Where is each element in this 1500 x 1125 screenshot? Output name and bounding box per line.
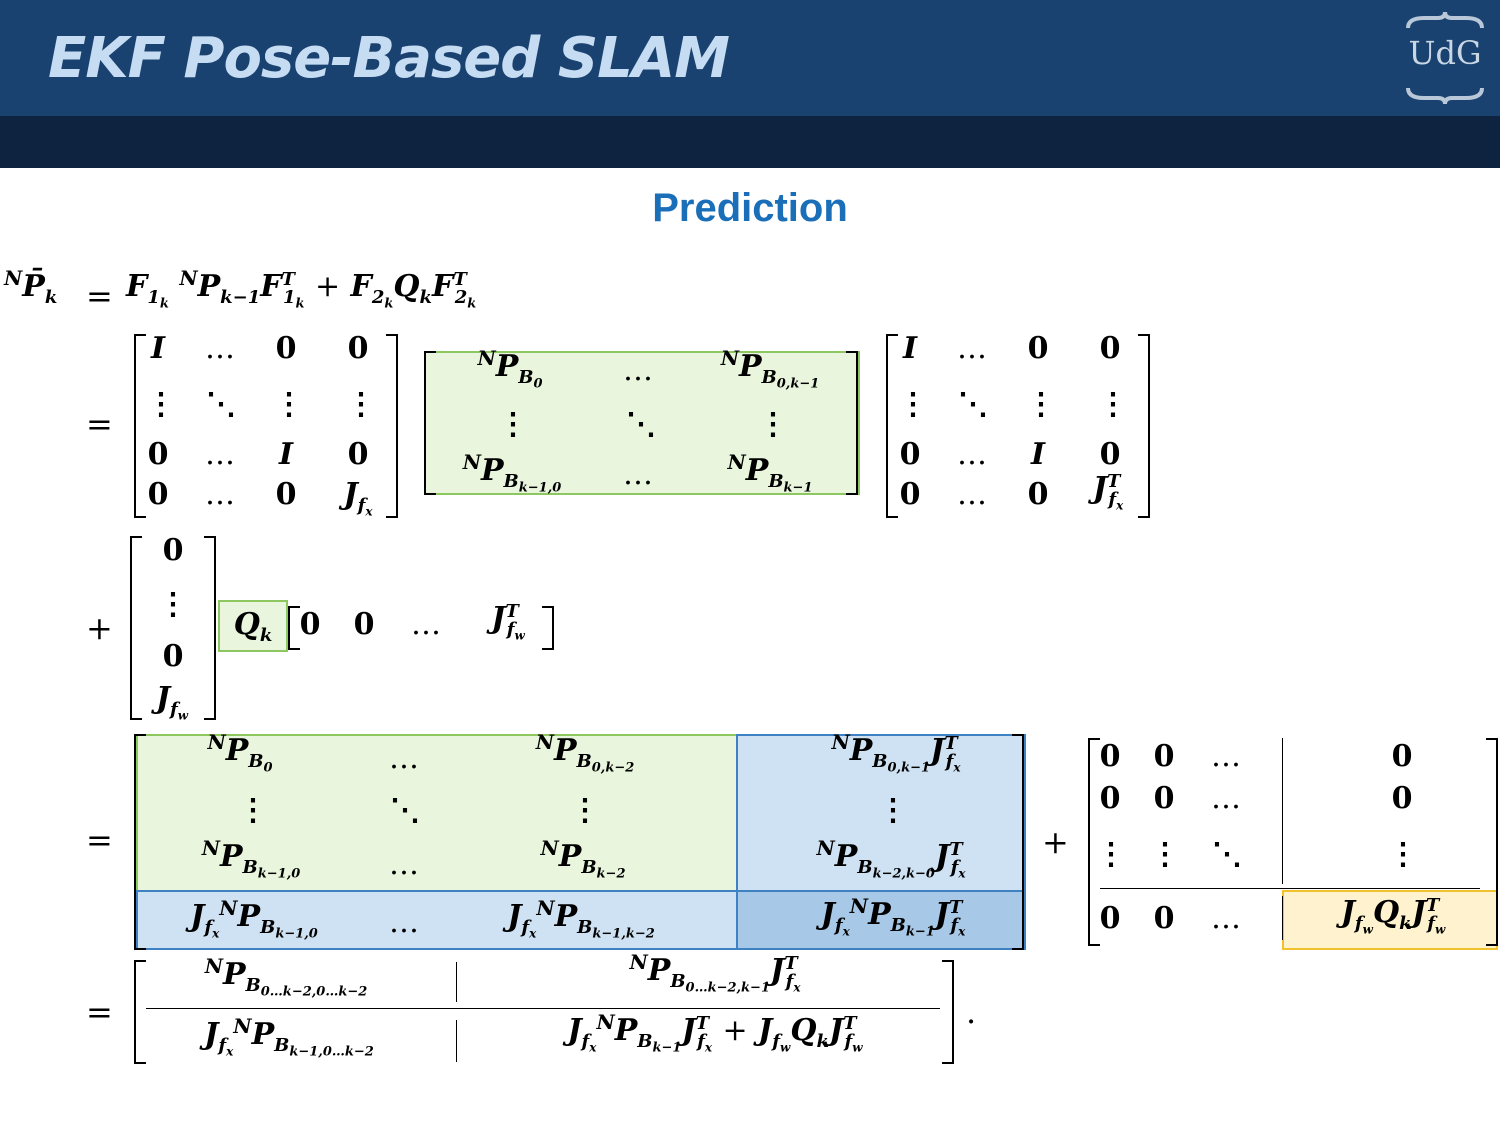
logo-text: UdG <box>1408 34 1482 72</box>
bracket-right <box>1012 734 1024 950</box>
equals-sign: = <box>86 993 113 1031</box>
partition-vline <box>1282 738 1283 884</box>
pose-covariance-highlight <box>136 734 740 894</box>
slide-title: EKF Pose-Based SLAM <box>48 26 730 91</box>
noise-highlight <box>218 600 288 652</box>
bracket-left <box>288 606 300 650</box>
plus-sign: + <box>86 609 113 647</box>
bracket-left <box>886 334 898 518</box>
bracket-left <box>424 351 436 495</box>
partition-vline <box>456 1020 457 1062</box>
bracket-right <box>1138 334 1150 518</box>
bracket-left <box>130 536 142 720</box>
header-band <box>0 116 1500 168</box>
partition-vline <box>1282 896 1283 940</box>
bracket-left <box>134 734 146 950</box>
bracket-left <box>134 334 146 518</box>
period: . <box>966 993 977 1031</box>
bracket-right <box>386 334 398 518</box>
covariance-lhs: NP̄k <box>4 266 58 308</box>
equals-sign: = <box>86 277 113 315</box>
section-title: Prediction <box>652 186 848 230</box>
partition-hline <box>146 1008 940 1009</box>
slide-header <box>0 0 1500 116</box>
prediction-formula: F1k NPk−1FT1k + F2kQkFT2k <box>126 266 477 312</box>
noise-covariance: Qk <box>233 607 273 646</box>
bracket-right <box>942 960 954 1064</box>
cross-covariance-highlight <box>736 734 1026 894</box>
covariance-block-highlight <box>424 351 860 495</box>
partition-hline <box>1100 888 1480 889</box>
equals-sign: = <box>86 821 113 859</box>
partition-vline <box>456 962 457 1002</box>
new-pose-covariance-highlight <box>736 890 1026 950</box>
equals-sign: = <box>86 405 113 443</box>
bracket-left <box>1088 738 1100 946</box>
bracket-left <box>134 960 146 1064</box>
bracket-right <box>846 351 858 495</box>
bracket-right <box>1486 738 1498 946</box>
bracket-right <box>204 536 216 720</box>
bracket-right <box>542 606 554 650</box>
udg-logo: UdG <box>1404 11 1486 105</box>
cross-covariance-row-highlight <box>136 890 740 950</box>
plus-sign: + <box>1042 823 1069 861</box>
